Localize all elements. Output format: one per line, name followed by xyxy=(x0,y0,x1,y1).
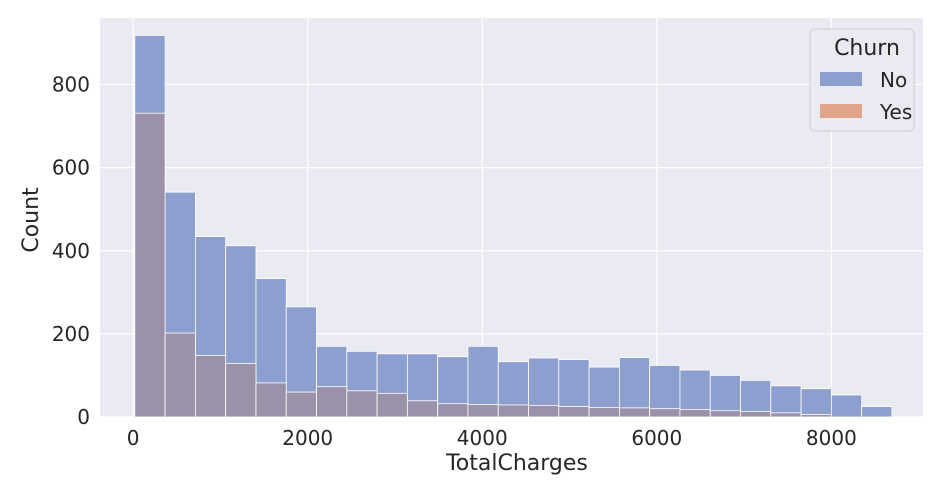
y-axis-label: Count xyxy=(19,187,44,253)
bar-yes xyxy=(467,404,499,418)
x-axis-label: TotalCharges xyxy=(445,451,588,476)
bar-yes xyxy=(134,112,166,418)
legend-swatch-no xyxy=(820,72,862,86)
x-tick-label: 4000 xyxy=(457,426,508,450)
legend-swatch-yes xyxy=(820,104,862,118)
bar-yes xyxy=(588,407,620,418)
legend-label-yes: Yes xyxy=(879,100,912,124)
bar-yes xyxy=(618,407,651,418)
bar-yes xyxy=(740,411,772,418)
y-tick-label: 800 xyxy=(52,73,90,97)
bar-no xyxy=(830,394,863,418)
bar-no xyxy=(709,375,741,418)
bar-no xyxy=(770,385,802,418)
bar-yes xyxy=(406,400,439,418)
bar-yes xyxy=(800,414,832,418)
bar-no xyxy=(800,388,832,418)
bar-yes xyxy=(770,412,802,418)
bar-yes xyxy=(285,391,317,418)
bar-no xyxy=(861,406,893,418)
y-tick-labels: 0 200 400 600 800 xyxy=(52,73,90,430)
legend-title: Churn xyxy=(834,36,900,61)
bar-yes xyxy=(709,410,741,418)
x-tick-label: 2000 xyxy=(282,426,333,450)
legend: Churn No Yes xyxy=(809,28,915,132)
bar-no xyxy=(618,357,651,418)
bar-yes xyxy=(164,332,196,418)
bar-yes xyxy=(558,406,590,418)
x-tick-labels: 0 2000 4000 6000 8000 xyxy=(127,426,857,450)
bar-yes xyxy=(255,382,287,418)
bar-yes xyxy=(649,408,681,418)
bar-yes xyxy=(497,404,529,418)
bar-yes xyxy=(316,386,348,418)
series-yes-bars xyxy=(134,112,832,418)
bar-yes xyxy=(528,404,560,418)
bar-yes xyxy=(437,403,469,418)
legend-label-no: No xyxy=(880,68,907,92)
y-tick-label: 0 xyxy=(77,405,90,429)
x-tick-label: 8000 xyxy=(806,426,857,450)
y-tick-label: 400 xyxy=(52,239,90,263)
x-tick-label: 0 xyxy=(127,426,140,450)
bar-yes xyxy=(225,362,257,418)
bar-yes xyxy=(679,409,711,418)
y-tick-label: 200 xyxy=(52,322,90,346)
bar-yes xyxy=(194,355,227,418)
x-tick-label: 6000 xyxy=(631,426,682,450)
bar-yes xyxy=(346,390,378,418)
bar-yes xyxy=(376,392,408,418)
y-tick-label: 600 xyxy=(52,156,90,180)
